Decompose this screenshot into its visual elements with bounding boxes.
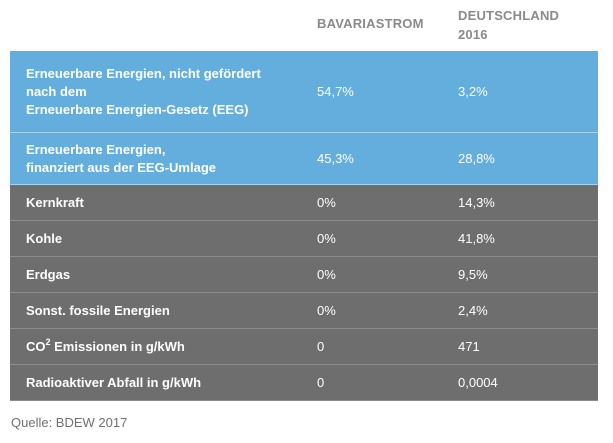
value-deutschland: 0,0004	[458, 374, 498, 390]
row-label: Radioaktiver Abfall in g/kWh	[26, 374, 202, 390]
row-label: Erdgas	[26, 266, 71, 282]
row-label-line: nach dem	[26, 83, 87, 99]
table-row-kernkraft: Kernkraft 0% 14,3%	[10, 185, 598, 221]
value-deutschland: 2,4%	[458, 302, 488, 318]
row-label: Kernkraft	[26, 194, 84, 210]
energy-mix-table: BAVARIASTROM DEUTSCHLAND 2016 Erneuerbar…	[10, 0, 598, 401]
value-bavariastrom: 54,7%	[317, 83, 354, 99]
value-deutschland: 14,3%	[458, 194, 495, 210]
header-deutschland: DEUTSCHLAND	[458, 8, 560, 23]
row-label-line: finanziert aus der EEG-Umlage	[26, 159, 216, 175]
header-deutschland-2016: DEUTSCHLAND 2016	[458, 6, 559, 44]
row-label: Erneuerbare Energien, nicht gefördert na…	[26, 65, 261, 119]
row-label: Sonst. fossile Energien	[26, 302, 170, 318]
row-label-line: Erneuerbare Energien-Gesetz (EEG)	[26, 101, 249, 117]
row-label-superscript: 2	[45, 336, 51, 347]
table-row-renewable-unsubsidized: Erneuerbare Energien, nicht gefördert na…	[10, 51, 598, 133]
row-label-line: Erneuerbare Energien, nicht gefördert	[26, 65, 261, 81]
value-deutschland: 41,8%	[458, 230, 495, 246]
value-bavariastrom: 0%	[317, 194, 336, 210]
table-row-sonst-fossile: Sonst. fossile Energien 0% 2,4%	[10, 293, 598, 329]
value-deutschland: 9,5%	[458, 266, 488, 282]
value-bavariastrom: 0%	[317, 266, 336, 282]
header-year: 2016	[458, 27, 488, 42]
row-label: Kohle	[26, 230, 63, 246]
row-label: Erneuerbare Energien, finanziert aus der…	[26, 141, 216, 177]
value-bavariastrom: 0%	[317, 230, 336, 246]
row-label-suffix: Emissionen in g/kWh	[50, 338, 185, 354]
table-row-kohle: Kohle 0% 41,8%	[10, 221, 598, 257]
row-label-prefix: CO	[26, 338, 46, 354]
source-note: Quelle: BDEW 2017	[11, 415, 128, 430]
value-bavariastrom: 0	[317, 374, 325, 390]
value-deutschland: 28,8%	[458, 150, 495, 166]
table-row-erdgas: Erdgas 0% 9,5%	[10, 257, 598, 293]
table-row-co2: CO2 Emissionen in g/kWh 0 471	[10, 329, 598, 365]
value-bavariastrom: 0%	[317, 302, 336, 318]
table-header: BAVARIASTROM DEUTSCHLAND 2016	[10, 0, 598, 51]
value-deutschland: 3,2%	[458, 83, 488, 99]
table-row-renewable-eeg: Erneuerbare Energien, finanziert aus der…	[10, 133, 598, 185]
value-deutschland: 471	[458, 338, 480, 354]
table-row-radioaktiver-abfall: Radioaktiver Abfall in g/kWh 0 0,0004	[10, 365, 598, 401]
header-bavariastrom: BAVARIASTROM	[317, 16, 424, 31]
value-bavariastrom: 0	[317, 338, 325, 354]
row-label-line: Erneuerbare Energien,	[26, 141, 166, 157]
value-bavariastrom: 45,3%	[317, 150, 354, 166]
row-label: CO2 Emissionen in g/kWh	[26, 336, 185, 356]
